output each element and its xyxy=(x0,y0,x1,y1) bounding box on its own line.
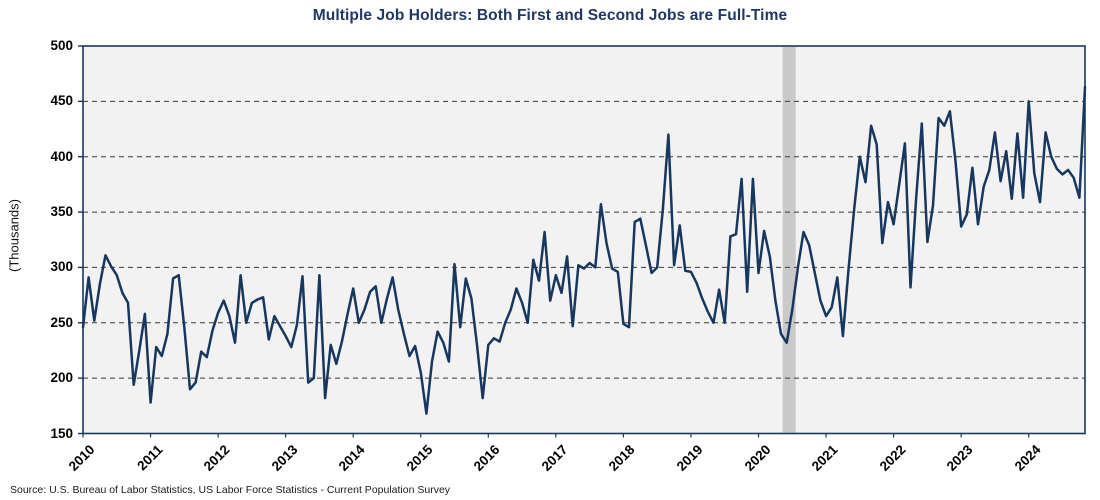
y-axis-tick-label: 350 xyxy=(50,204,73,220)
y-axis-tick-label: 150 xyxy=(50,425,73,441)
y-axis-tick-label: 400 xyxy=(50,148,73,164)
chart-title: Multiple Job Holders: Both First and Sec… xyxy=(312,7,788,24)
recession-band xyxy=(782,47,796,433)
y-axis-tick-label: 500 xyxy=(50,38,73,53)
y-axis-tick-label: 450 xyxy=(50,93,73,109)
y-axis-tick-label: 250 xyxy=(50,314,73,330)
plot-area xyxy=(83,46,1085,434)
y-axis-tick-label: 300 xyxy=(50,259,73,275)
data-line xyxy=(81,85,1087,415)
y-axis-tick-label: 200 xyxy=(50,370,73,386)
source-note: Source: U.S. Bureau of Labor Statistics,… xyxy=(10,484,451,496)
plot-border xyxy=(82,45,1086,435)
y-axis-title: (Thousands) xyxy=(6,199,22,272)
